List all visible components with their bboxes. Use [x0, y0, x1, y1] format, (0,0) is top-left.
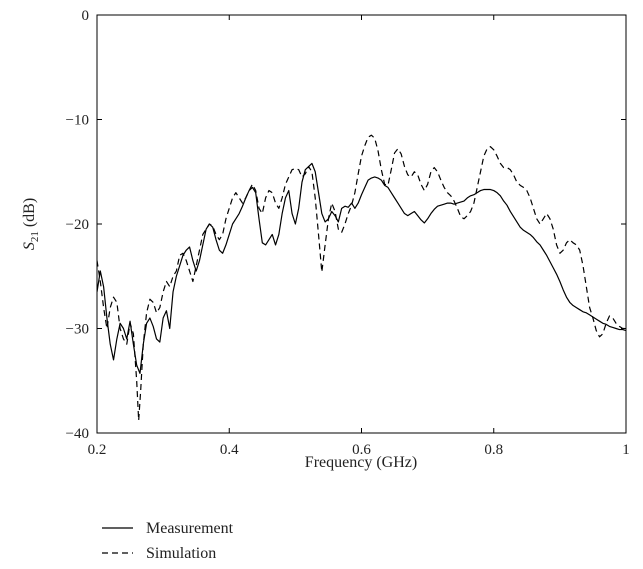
- series-layer: [97, 134, 626, 422]
- x-tick-label: 0.6: [352, 442, 371, 458]
- y-axis-label: S21 (dB): [21, 198, 41, 250]
- x-tick-label: 1: [622, 442, 630, 458]
- plot-frame: [96, 14, 627, 434]
- y-tick-label: 0: [82, 8, 90, 24]
- x-tick-label: 0.4: [220, 442, 239, 458]
- y-tick-label: −10: [66, 113, 89, 129]
- x-axis-label: Frequency (GHz): [305, 454, 417, 471]
- series-line-measurement: [97, 162, 626, 375]
- x-tick-label: 0.8: [484, 442, 503, 458]
- legend: Measurement Simulation: [102, 520, 234, 562]
- x-axis: 0.2 0.4 0.6 0.8 1: [88, 15, 630, 458]
- x-tick-label: 0.2: [88, 442, 107, 458]
- y-tick-label: −40: [66, 426, 89, 442]
- legend-label-simulation: Simulation: [146, 545, 216, 562]
- y-axis: −40 −30 −20 −10 0: [66, 8, 626, 442]
- y-tick-label: −20: [66, 217, 89, 233]
- y-tick-label: −30: [66, 322, 89, 338]
- series-line-simulation: [97, 134, 626, 422]
- legend-label-measurement: Measurement: [146, 520, 234, 537]
